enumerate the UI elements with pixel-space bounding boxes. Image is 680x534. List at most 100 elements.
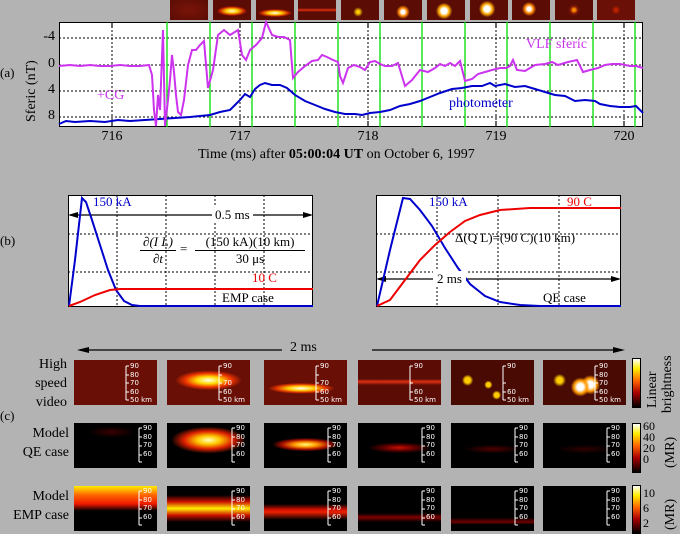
thumbnail-frame — [256, 0, 294, 20]
vlf-sferic-annotation: VLF sferic — [526, 37, 588, 52]
altitude-scale-labels: 90 80 70 60 50 km — [599, 362, 622, 404]
qe-model-frame — [358, 423, 441, 468]
altitude-scale-labels: 90 80 70 60 — [236, 424, 245, 458]
video-frame — [543, 360, 626, 405]
panel-c-duration-label: 2 ms — [290, 340, 317, 355]
video-colorbar-label-2: brightness — [660, 355, 675, 413]
altitude-scale-labels: 90 80 70 60 — [236, 487, 245, 521]
qe-equation: Δ(Q L)=(90 C)(10 km) — [455, 230, 576, 245]
xtick-label: 718 — [357, 129, 379, 144]
xtick-label: 720 — [613, 129, 635, 144]
emp-colorbar-unit: (MR) — [663, 498, 678, 530]
qe-duration-label: 2 ms — [433, 271, 466, 287]
qe-colorbar — [632, 423, 641, 473]
thumbnail-frame — [341, 0, 379, 20]
thumbnail-frame — [213, 0, 251, 20]
emp-case-label: EMP case — [222, 290, 274, 305]
altitude-scale-labels: 90 80 70 60 50 km — [130, 362, 153, 404]
altitude-scale-labels: 90 70 60 50 km — [320, 362, 343, 404]
ytick-label: 8 — [48, 108, 55, 123]
altitude-scale-labels: 90 80 70 60 — [332, 424, 341, 458]
thumbnail-frame — [512, 0, 550, 20]
qe-model-frame — [167, 423, 250, 468]
qe-charge-label: 90 C — [567, 194, 592, 209]
sferic-trace — [58, 19, 644, 127]
video-colorbar — [632, 358, 641, 408]
qe-model-frame — [543, 423, 626, 468]
x-axis-label-prefix: Time (ms) after — [198, 147, 289, 162]
xtick-label: 719 — [485, 129, 507, 144]
thumbnail-frame — [298, 0, 336, 20]
cg-annotation: +CG — [97, 88, 125, 103]
video-frame — [74, 360, 157, 405]
altitude-scale-labels: 90 70 60 50 km — [223, 362, 246, 404]
altitude-scale-labels: 90 60 50 km — [414, 362, 437, 404]
emp-model-frame — [451, 486, 534, 531]
altitude-scale-labels: 90 80 70 60 — [611, 487, 620, 521]
qe-case-label: QE case — [543, 290, 586, 305]
panel-label-a: (a) — [0, 65, 15, 80]
qe-colorbar-unit: (MR) — [663, 436, 678, 468]
altitude-scale-labels: 90 80 70 60 — [143, 487, 152, 521]
emp-peak-label: 150 kA — [93, 194, 132, 209]
panel-label-c: (c) — [0, 408, 15, 423]
emp-colorbar — [632, 485, 641, 534]
altitude-scale-labels: 90 60 50 km — [507, 362, 530, 404]
altitude-scale-labels: 90 80 70 60 — [426, 487, 435, 521]
qe-peak-label: 150 kA — [429, 194, 468, 209]
x-axis-label-suffix: on October 6, 1997 — [363, 147, 475, 162]
emp-model-frame — [543, 486, 626, 531]
thumbnail-frame — [470, 0, 508, 20]
qe-model-frame — [74, 423, 157, 468]
emp-duration-label: 0.5 ms — [212, 207, 253, 223]
eq-equals: = — [180, 241, 188, 256]
x-axis-label-time: 05:00:04 UT — [288, 147, 364, 162]
altitude-scale-labels: 90 80 70 60 — [332, 487, 341, 521]
row-label-qe: Model QE case — [22, 426, 69, 460]
altitude-scale-labels: 90 80 70 60 — [519, 424, 528, 458]
photometer-trace — [58, 81, 644, 125]
xtick-label: 716 — [101, 129, 123, 144]
thumbnail-frame — [555, 0, 593, 20]
sferic-plot-area — [59, 22, 643, 127]
video-frame — [358, 360, 441, 405]
video-frame — [451, 360, 534, 405]
xtick-label: 717 — [229, 129, 251, 144]
video-frame — [264, 360, 347, 405]
ytick-label: 0 — [48, 56, 55, 71]
qe-current-curve — [376, 196, 621, 307]
row-label-video: High speed video — [35, 357, 67, 410]
qe-charge-curve — [376, 207, 621, 307]
emp-current-curve — [68, 195, 313, 307]
x-axis-label: Time (ms) after 05:00:04 UT on October 6… — [198, 147, 475, 163]
row-label-emp: Model EMP case — [13, 489, 69, 523]
qe-model-frame — [451, 423, 534, 468]
qe-model-frame — [264, 423, 347, 468]
emp-model-frame — [167, 486, 250, 531]
eq-denominator-left: ∂t — [152, 251, 164, 266]
qe-colorbar-ticks: 60 40 20 0 — [643, 419, 655, 466]
emp-model-frame — [264, 486, 347, 531]
video-colorbar-label-1: Linear — [645, 371, 660, 408]
eq-numerator-left: ∂(I L) — [140, 234, 176, 251]
altitude-scale-labels: 90 80 70 60 — [611, 424, 620, 458]
thumbnail-frame — [170, 0, 208, 20]
panel-label-b: (b) — [0, 233, 16, 248]
eq-numerator-right: (150 kA)(10 km) — [195, 234, 305, 251]
ytick-label: 4 — [48, 82, 55, 97]
altitude-scale-labels: 90 80 70 60 — [519, 487, 528, 521]
thumbnail-frame — [384, 0, 422, 20]
emp-model-frame — [74, 486, 157, 531]
thumbnail-frame — [597, 0, 635, 20]
altitude-scale-labels: 90 80 70 60 — [143, 424, 152, 458]
thumbnail-frame — [427, 0, 465, 20]
emp-colorbar-ticks: 10 6 2 — [643, 486, 655, 530]
emp-charge-label: 10 C — [252, 270, 277, 285]
emp-duration-arrow — [68, 212, 313, 218]
altitude-scale-labels: 90 80 70 60 — [426, 424, 435, 458]
emp-charge-curve — [68, 288, 313, 307]
